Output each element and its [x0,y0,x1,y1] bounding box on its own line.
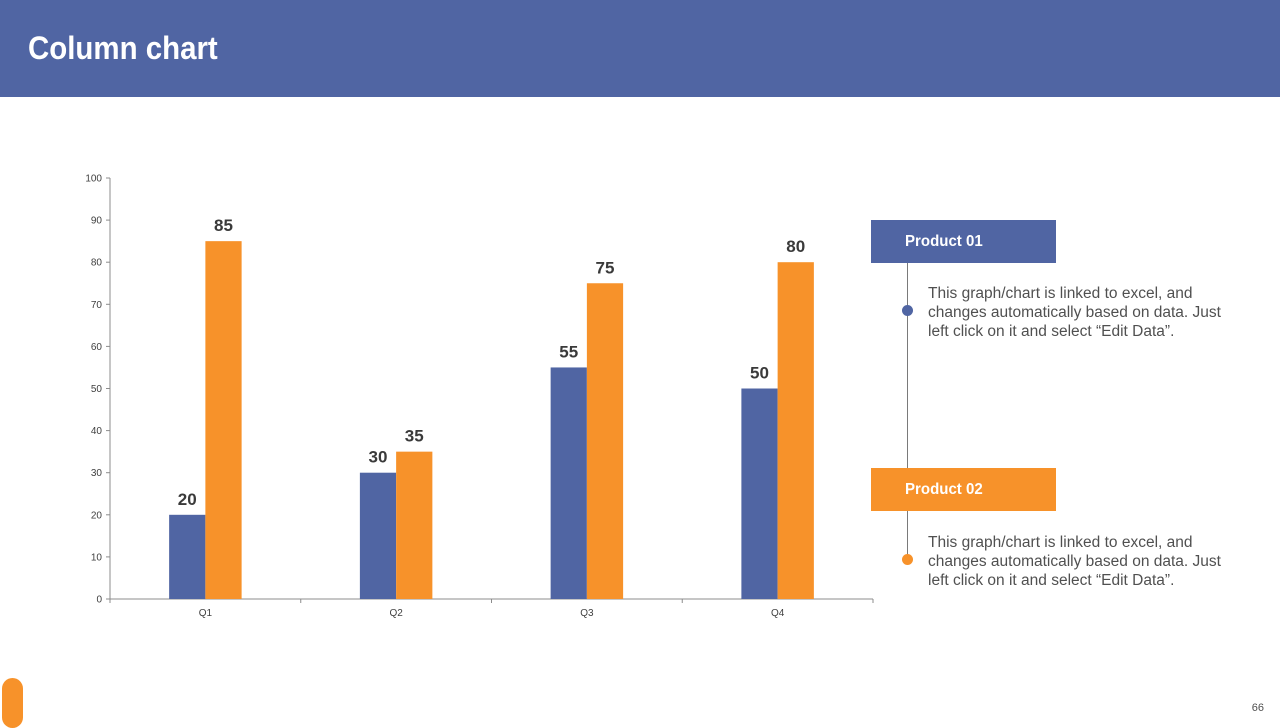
y-tick-label: 0 [96,595,102,606]
legend-dot-product-02 [902,554,913,565]
data-label: 20 [178,490,197,509]
y-axis: 0 10 20 30 40 50 60 70 80 90 100 [85,174,111,606]
legend-product-01: Product 01 [871,220,1056,263]
bar-1-q2 [359,472,397,599]
legend-connector-line [907,263,908,468]
data-label: 80 [786,237,805,256]
y-tick-label: 80 [91,258,103,269]
y-tick-label: 90 [91,216,103,227]
column-chart: 0 10 20 30 40 50 60 70 80 90 100 Q1 Q2 Q3 Q4 20 85 30 35… [85,174,874,619]
bars [169,241,814,599]
y-tick-label: 30 [91,468,103,479]
x-tick-label: Q2 [389,608,403,619]
header-bar: Column chart [0,0,1280,97]
data-labels: 20 85 30 35 55 75 50 80 [178,216,805,509]
y-tick-label: 60 [91,342,103,353]
y-tick-label: 10 [91,552,103,563]
legend-dot-product-01 [902,305,913,316]
page-number: 66 [1251,702,1264,714]
decorative-corner-pill [2,678,23,728]
x-axis: Q1 Q2 Q3 Q4 [109,598,874,619]
bar-2-q4 [777,262,814,599]
x-tick-label: Q1 [199,608,213,619]
legend-description-product-02: This graph/chart is linked to excel, and… [928,534,1221,589]
data-label: 50 [750,364,769,383]
legend-label-product-02: Product 02 [905,481,983,498]
data-label: 85 [214,216,233,235]
page-title: Column chart [28,30,218,66]
legend-description-product-01: This graph/chart is linked to excel, and… [928,285,1221,340]
bar-2-q3 [586,283,624,599]
y-tick-label: 50 [91,384,103,395]
legend-product-02: Product 02 [871,468,1056,511]
bar-1-q1 [169,514,206,599]
bar-2-q1 [205,241,242,599]
bar-1-q3 [550,367,587,599]
legend-connector-line-2 [907,511,908,561]
y-tick-label: 40 [91,426,103,437]
legend-label-product-01: Product 01 [905,233,983,250]
y-tick-label: 100 [85,174,102,185]
data-label: 75 [596,258,615,277]
x-tick-label: Q4 [771,608,785,619]
data-label: 55 [559,342,578,361]
data-label: 35 [405,427,424,446]
bar-1-q4 [741,388,778,599]
x-tick-label: Q3 [580,608,594,619]
bar-2-q2 [396,451,433,599]
y-tick-label: 70 [91,300,103,311]
data-label: 30 [369,448,388,467]
y-tick-label: 20 [91,510,103,521]
